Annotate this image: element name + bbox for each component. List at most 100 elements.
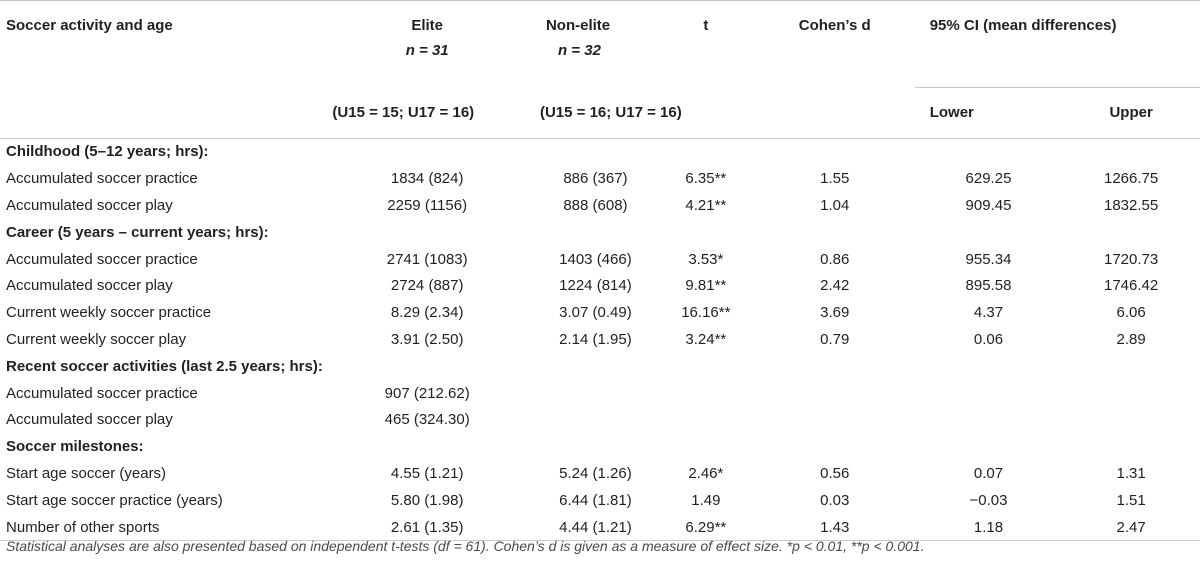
cell-d: 1.04 xyxy=(820,196,850,214)
header-nonelite-label: Non-elite xyxy=(545,17,611,34)
cell-lower: 629.25 xyxy=(965,170,1012,188)
cell-elite: 465 (324.30) xyxy=(384,411,470,429)
cell-upper: 1266.75 xyxy=(1104,170,1159,188)
header-ci: 95% CI (mean differences) xyxy=(914,0,1200,88)
cell-d: 2.42 xyxy=(820,277,850,295)
cell-nonelite: 888 (608) xyxy=(563,196,628,214)
results-table: Soccer activity and age Elite n = 31 Non… xyxy=(0,0,1200,541)
cell-label: Accumulated soccer practice xyxy=(6,384,198,402)
table-row: Accumulated soccer practice 2741 (1083) 14… xyxy=(0,246,1200,273)
cell-elite: 3.91 (2.50) xyxy=(390,330,464,348)
section-title: Recent soccer activities (last 2.5 years… xyxy=(6,357,323,375)
cell-nonelite xyxy=(534,380,657,407)
cell-upper xyxy=(1062,406,1200,433)
header-activity: Soccer activity and age xyxy=(6,17,173,34)
section-title: Career (5 years – current years; hrs): xyxy=(6,223,269,241)
cell-elite: 907 (212.62) xyxy=(384,384,470,402)
section-title: Soccer milestones: xyxy=(6,438,144,456)
cell-d: 1.55 xyxy=(820,170,850,188)
table-footnote: Statistical analyses are also presented … xyxy=(6,538,925,554)
header-upper: Upper xyxy=(1109,104,1153,121)
cell-upper: 1746.42 xyxy=(1104,277,1159,295)
cell-lower: 955.34 xyxy=(965,250,1012,268)
cell-nonelite: 5.24 (1.26) xyxy=(559,464,632,482)
section-header-row: Recent soccer activities (last 2.5 years… xyxy=(0,353,1200,380)
table-row: Accumulated soccer practice 1834 (824) 886… xyxy=(0,165,1200,192)
cell-t: 6.29** xyxy=(685,518,727,536)
table-row: Accumulated soccer play 2724 (887) 1224 (8… xyxy=(0,272,1200,299)
header-elite-label: Elite xyxy=(411,17,444,34)
header-nonelite-n: n = 32 xyxy=(557,42,601,59)
cell-upper: 2.89 xyxy=(1116,330,1146,348)
cell-upper: 1720.73 xyxy=(1104,250,1159,268)
cell-elite: 8.29 (2.34) xyxy=(390,304,464,322)
cell-d: 0.86 xyxy=(820,250,850,268)
cell-nonelite: 886 (367) xyxy=(563,170,628,188)
cell-lower: 0.06 xyxy=(973,330,1004,348)
cell-t xyxy=(657,406,755,433)
cell-upper: 1.31 xyxy=(1116,464,1146,482)
header-nonelite-sub: (U15 = 16; U17 = 16) xyxy=(539,103,682,121)
header-cohens-d: Cohen’s d xyxy=(798,17,871,34)
table-body: Childhood (5–12 years; hrs): Accumulated … xyxy=(0,138,1200,541)
cell-d: 0.56 xyxy=(820,464,850,482)
table-row: Accumulated soccer play 2259 (1156) 888 (6… xyxy=(0,192,1200,219)
cell-label: Accumulated soccer play xyxy=(6,411,173,429)
header-elite-n: n = 31 xyxy=(405,42,449,59)
header-elite: Elite n = 31 xyxy=(320,1,534,88)
cell-label: Accumulated soccer practice xyxy=(6,170,198,188)
header-elite-sub: (U15 = 15; U17 = 16) xyxy=(332,103,475,121)
header-nonelite: Non-elite n = 32 xyxy=(534,1,657,88)
cell-nonelite xyxy=(534,406,657,433)
cell-lower xyxy=(915,406,1063,433)
cell-nonelite: 1403 (466) xyxy=(559,250,632,268)
cell-t xyxy=(657,380,755,407)
cell-elite: 2724 (887) xyxy=(390,277,464,295)
cell-t: 4.21** xyxy=(685,196,727,214)
cell-t: 16.16** xyxy=(681,304,731,322)
cell-upper: 6.06 xyxy=(1116,304,1146,322)
header-t: t xyxy=(703,17,709,34)
cell-nonelite: 4.44 (1.21) xyxy=(559,518,632,536)
cell-t: 3.24** xyxy=(685,330,727,348)
header-row-1: Soccer activity and age Elite n = 31 Non… xyxy=(0,0,1200,88)
table-row: Current weekly soccer practice 8.29 (2.34… xyxy=(0,299,1200,326)
section-title: Childhood (5–12 years; hrs): xyxy=(6,143,209,161)
table-row: Start age soccer (years) 4.55 (1.21) 5.24 … xyxy=(0,460,1200,487)
section-header-row: Childhood (5–12 years; hrs): xyxy=(0,138,1200,165)
section-header-row: Soccer milestones: xyxy=(0,433,1200,460)
cell-lower: 909.45 xyxy=(965,196,1012,214)
cell-d: 0.03 xyxy=(820,491,850,509)
cell-label: Accumulated soccer practice xyxy=(6,250,198,268)
cell-label: Accumulated soccer play xyxy=(6,196,173,214)
cell-upper: 1.51 xyxy=(1116,491,1146,509)
cell-nonelite: 3.07 (0.49) xyxy=(559,304,632,322)
table-row: Start age soccer practice (years) 5.80 (1… xyxy=(0,487,1200,514)
cell-lower: −0.03 xyxy=(969,491,1008,509)
cell-lower: 895.58 xyxy=(965,277,1012,295)
cell-lower: 0.07 xyxy=(973,464,1004,482)
section-header-row: Career (5 years – current years; hrs): xyxy=(0,219,1200,246)
cell-upper: 2.47 xyxy=(1116,518,1146,536)
cell-label: Start age soccer practice (years) xyxy=(6,491,223,509)
header-row-2: (U15 = 15; U17 = 16) (U15 = 16; U17 = 16… xyxy=(0,87,1200,138)
cell-upper: 1832.55 xyxy=(1104,196,1159,214)
cell-elite: 1834 (824) xyxy=(390,170,464,188)
cell-nonelite: 2.14 (1.95) xyxy=(559,330,632,348)
cell-d: 0.79 xyxy=(820,330,850,348)
cell-lower: 4.37 xyxy=(973,304,1004,322)
cell-label: Current weekly soccer practice xyxy=(6,304,212,322)
header-lower: Lower xyxy=(929,104,974,121)
cell-nonelite: 6.44 (1.81) xyxy=(559,491,632,509)
cell-nonelite: 1224 (814) xyxy=(559,277,632,295)
cell-elite: 5.80 (1.98) xyxy=(390,491,464,509)
cell-label: Number of other sports xyxy=(6,518,160,536)
cell-upper xyxy=(1062,380,1200,407)
cell-lower: 1.18 xyxy=(973,518,1004,536)
cell-label: Current weekly soccer play xyxy=(6,330,187,348)
cell-d xyxy=(755,406,915,433)
table-row: Accumulated soccer practice 907 (212.62) xyxy=(0,380,1200,407)
cell-elite: 4.55 (1.21) xyxy=(390,464,464,482)
cell-elite: 2.61 (1.35) xyxy=(390,518,464,536)
cell-label: Start age soccer (years) xyxy=(6,464,167,482)
